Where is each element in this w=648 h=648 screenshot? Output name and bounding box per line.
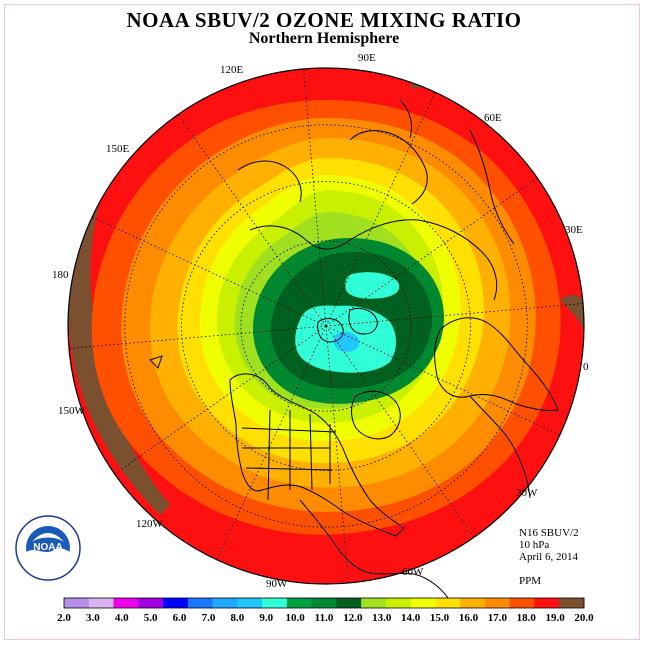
colorbar-tick-label: 7.0 xyxy=(202,612,216,624)
colorbar-swatch xyxy=(410,598,436,608)
colorbar-tick-label: 18.0 xyxy=(517,612,537,624)
colorbar-tick-label: 3.0 xyxy=(86,612,100,624)
longitude-label: 0 xyxy=(583,361,589,373)
colorbar-tick-label: 15.0 xyxy=(430,612,450,624)
longitude-label: 90W xyxy=(266,578,288,590)
colorbar-tick-label: 14.0 xyxy=(401,612,421,624)
date-label: April 6, 2014 xyxy=(519,551,578,563)
units-label: PPM xyxy=(519,575,542,587)
colorbar-tick-label: 11.0 xyxy=(315,612,334,624)
longitude-line xyxy=(325,92,436,327)
colorbar-tick-label: 13.0 xyxy=(372,612,392,624)
colorbar-swatch xyxy=(113,598,139,608)
figure-frame xyxy=(4,4,640,640)
colorbar-tick-label: 9.0 xyxy=(259,612,273,624)
colorbar-swatch xyxy=(187,598,214,608)
colorbar-swatch xyxy=(237,598,263,608)
colorbar-tick-label: 4.0 xyxy=(115,612,129,624)
map-boundary xyxy=(67,67,585,585)
longitude-line xyxy=(325,303,584,327)
longitude-line xyxy=(216,325,327,560)
colorbar-tick-label: 20.0 xyxy=(574,612,594,624)
longitude-line xyxy=(303,68,327,327)
colorbar-swatch xyxy=(336,598,362,608)
longitude-line xyxy=(68,325,327,349)
colorbar-tick-label: 6.0 xyxy=(173,612,187,624)
page-subtitle: Northern Hemisphere xyxy=(248,30,400,47)
colorbar-swatch xyxy=(534,598,560,608)
colorbar-tick-label: 17.0 xyxy=(488,612,508,624)
longitude-line xyxy=(325,325,475,538)
colorbar-swatch xyxy=(559,598,585,608)
longitude-line xyxy=(325,325,560,436)
longitude-label: 120E xyxy=(220,64,244,76)
longitude-line xyxy=(325,325,349,584)
colorbar-swatch xyxy=(138,598,164,608)
noaa-logo: NOAA xyxy=(15,515,81,581)
longitude-line xyxy=(114,325,327,475)
colorbar-swatch xyxy=(311,598,337,608)
colorbar-tick-label: 8.0 xyxy=(230,612,244,624)
band-20-patch-left xyxy=(68,200,170,515)
colorbar-swatch xyxy=(163,598,189,608)
longitude-labels: 120E 90E 60E 150E 30E 180 0 150W 30W 120W 90W 60W xyxy=(52,52,589,590)
instrument-label: N16 SBUV/2 xyxy=(519,527,579,539)
longitude-label: 60E xyxy=(484,112,502,124)
band-9-10-patch xyxy=(345,272,400,299)
longitude-line xyxy=(177,114,327,327)
colorbar-swatch xyxy=(64,598,90,608)
longitude-label: 30E xyxy=(565,224,583,236)
colorbar-tick-label: 5.0 xyxy=(144,612,158,624)
band-8-9 xyxy=(333,331,360,352)
longitude-line xyxy=(325,177,538,327)
colorbar-swatch xyxy=(212,598,238,608)
colorbar-swatch xyxy=(262,598,288,608)
colorbar-swatch xyxy=(435,598,461,608)
colorbar-swatch xyxy=(460,598,486,608)
colorbar-swatch xyxy=(385,598,412,608)
latitude-circle xyxy=(124,124,528,528)
longitude-label: 150W xyxy=(58,405,86,417)
colorbar-tick-label: 2.0 xyxy=(57,612,71,624)
colorbar-swatch xyxy=(88,598,115,608)
longitude-label: 180 xyxy=(52,269,69,281)
colorbar-swatch xyxy=(361,598,387,608)
logo-wordmark: NOAA xyxy=(33,542,62,553)
colorbar-tick-label: 10.0 xyxy=(285,612,305,624)
coastlines xyxy=(149,99,559,605)
colorbar-swatch xyxy=(509,598,535,608)
longitude-label: 120W xyxy=(136,518,164,530)
latitude-circle xyxy=(240,240,412,412)
page-title: NOAA SBUV/2 OZONE MIXING RATIO xyxy=(126,8,522,32)
pressure-label: 10 hPa xyxy=(519,539,550,551)
longitude-label: 90E xyxy=(358,52,376,64)
graticule xyxy=(68,68,584,584)
colorbar: 2.0 3.0 4.0 5.0 6.0 7.0 8.0 9.0 10.0 11.0 12.0 13.0… xyxy=(57,597,594,624)
colorbar-swatch xyxy=(484,598,511,608)
latitude-circle xyxy=(181,181,471,471)
colorbar-tick-label: 19.0 xyxy=(545,612,565,624)
colorbar-tick-label: 16.0 xyxy=(459,612,479,624)
longitude-label: 60W xyxy=(402,566,424,578)
longitude-label: 30W xyxy=(516,487,538,499)
longitude-line xyxy=(92,216,327,327)
colorbar-swatch xyxy=(286,598,313,608)
colorbar-border xyxy=(63,597,585,609)
longitude-label: 150E xyxy=(106,143,130,155)
colorbar-tick-label: 12.0 xyxy=(343,612,363,624)
